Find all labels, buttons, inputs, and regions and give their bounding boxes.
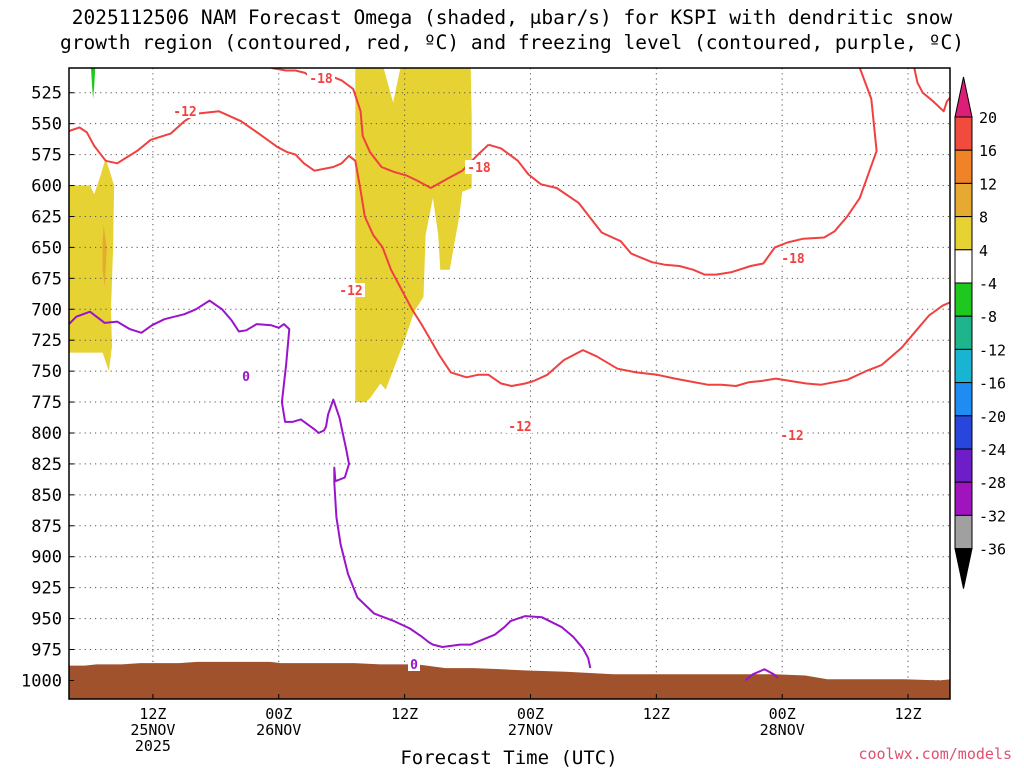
- colorbar-label: -32: [979, 507, 1006, 525]
- colorbar-label: -12: [979, 341, 1006, 359]
- contour-label-bg: [307, 71, 335, 85]
- colorbar-label: 8: [979, 209, 988, 227]
- colorbar-label: 20: [979, 109, 997, 127]
- colorbar-swatch: [954, 216, 973, 251]
- colorbar-swatch: [954, 315, 973, 350]
- y-tick-label: 1000: [21, 671, 62, 691]
- y-tick-label: 575: [31, 146, 62, 166]
- x-tick-label: 00Z: [769, 705, 796, 723]
- contour-label-bg: [408, 657, 420, 671]
- y-tick-label: 675: [31, 269, 62, 289]
- colorbar-bottom-arrow: [954, 548, 973, 589]
- terrain-fill: [69, 661, 950, 699]
- y-tick-label: 850: [31, 486, 62, 506]
- colorbar-swatch: [954, 282, 973, 317]
- dgz-contour: [533, 301, 950, 387]
- y-tick-label: 775: [31, 393, 62, 413]
- y-tick-label: 825: [31, 455, 62, 475]
- contour-label: -12: [780, 429, 803, 444]
- x-tick-label: 25NOV: [130, 721, 175, 739]
- colorbar-label: -20: [979, 408, 1006, 426]
- x-tick-label: 00Z: [517, 705, 544, 723]
- x-tick-label: 12Z: [643, 705, 670, 723]
- y-tick-label: 700: [31, 300, 62, 320]
- freezing-level-contour: [69, 299, 592, 669]
- x-tick-label: 12Z: [391, 705, 418, 723]
- dgz-contour: [913, 68, 950, 113]
- colorbar-label: 4: [979, 242, 988, 260]
- y-tick-label: 925: [31, 579, 62, 599]
- contour-label-bg: [778, 428, 806, 442]
- y-tick-label: 525: [31, 84, 62, 104]
- contour-label: -18: [467, 161, 491, 176]
- colorbar-label: -8: [979, 308, 997, 326]
- omega-yellow-left-band: [69, 158, 115, 372]
- x-axis-label: Forecast Time (UTC): [400, 747, 617, 768]
- colorbar-swatch: [954, 116, 973, 151]
- chart-title-line-1: 2025112506 NAM Forecast Omega (shaded, μ…: [72, 6, 953, 29]
- colorbar-label: -4: [979, 275, 997, 293]
- colorbar-swatch: [954, 249, 973, 284]
- dgz-contour: [488, 68, 878, 276]
- y-tick-label: 550: [31, 115, 62, 135]
- y-tick-label: 650: [31, 238, 62, 258]
- colorbar-swatch: [954, 149, 973, 184]
- omega-green-top-left: [91, 68, 96, 99]
- omega-orange-left-sliver: [102, 225, 107, 287]
- contour-label-bg: [240, 369, 252, 383]
- y-tick-label: 975: [31, 641, 62, 661]
- dgz-contour: [69, 110, 534, 387]
- contour-label: -18: [781, 252, 805, 267]
- colorbar-label: 16: [979, 142, 997, 160]
- dgz-contour: [271, 68, 490, 189]
- y-tick-label: 950: [31, 610, 62, 630]
- colorbar-swatch: [954, 481, 973, 516]
- contour-label-bg: [779, 251, 807, 265]
- contour-label-bg: [337, 283, 365, 297]
- colorbar-label: -28: [979, 474, 1006, 492]
- y-tick-label: 725: [31, 331, 62, 351]
- y-tick-label: 800: [31, 424, 62, 444]
- colorbar-label: -36: [979, 541, 1006, 559]
- colorbar-label: 12: [979, 175, 997, 193]
- colorbar-swatch: [954, 382, 973, 417]
- y-tick-label: 625: [31, 207, 62, 227]
- contour-label-bg: [171, 104, 199, 118]
- colorbar-swatch: [954, 415, 973, 450]
- x-tick-label: 2025: [135, 737, 171, 755]
- contour-label: 0: [410, 658, 418, 673]
- colorbar-label: -16: [979, 375, 1006, 393]
- contour-label: -12: [339, 284, 362, 299]
- colorbar-swatch: [954, 514, 973, 550]
- contour-label-bg: [465, 160, 493, 174]
- omega-yellow-center-column: [355, 68, 472, 403]
- y-tick-label: 875: [31, 517, 62, 537]
- x-tick-label: 28NOV: [760, 721, 805, 739]
- x-tick-label: 12Z: [895, 705, 922, 723]
- x-tick-label: 27NOV: [508, 721, 553, 739]
- colorbar-swatch: [954, 182, 973, 218]
- colorbar-label: -24: [979, 441, 1006, 459]
- x-tick-label: 00Z: [265, 705, 292, 723]
- plot-frame: [68, 67, 951, 700]
- y-tick-label: 750: [31, 362, 62, 382]
- contour-label: -12: [508, 420, 531, 435]
- y-tick-label: 900: [31, 548, 62, 568]
- x-tick-label: 12Z: [139, 705, 166, 723]
- contour-label-bg: [506, 419, 534, 433]
- contour-label: 0: [242, 370, 250, 385]
- y-tick-label: 600: [31, 177, 62, 197]
- x-tick-label: 26NOV: [256, 721, 301, 739]
- contour-label: -18: [309, 72, 333, 87]
- credit-text: coolwx.com/models: [858, 745, 1012, 763]
- contour-label: -12: [173, 105, 196, 120]
- freezing-level-contour: [744, 668, 779, 682]
- chart-title-line-2: growth region (contoured, red, ºC) and f…: [60, 31, 964, 54]
- colorbar-swatch: [954, 348, 973, 384]
- colorbar-swatch: [954, 448, 973, 483]
- colorbar-top-arrow: [954, 76, 973, 118]
